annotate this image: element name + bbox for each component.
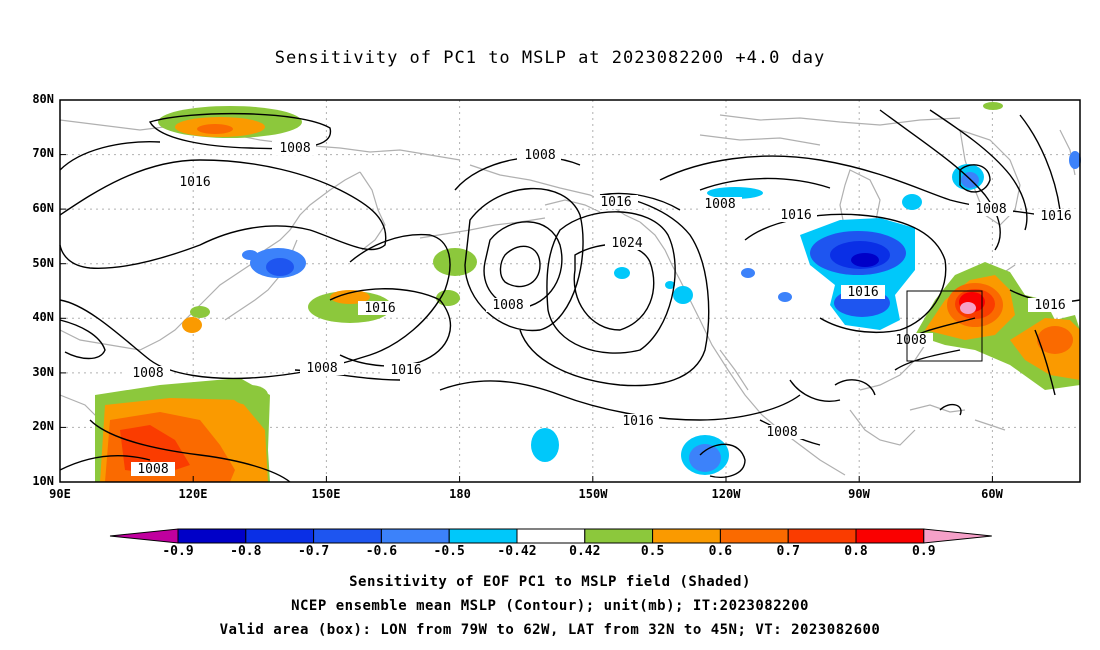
lat-label-40n: 40N [32,310,54,324]
lat-label-60n: 60N [32,201,54,215]
lat-label-50n: 50N [32,256,54,270]
contour-label: 1008 [492,298,523,313]
colorbar-tick-label: -0.5 [433,544,465,559]
contour-label: 1016 [364,301,395,316]
contour-label: 1016 [1034,298,1065,313]
colorbar-segment [652,528,721,544]
colorbar-tick-label: 0.9 [912,544,936,559]
colorbar-arrow-max [923,528,992,544]
contour-label: 1016 [780,208,811,223]
tick-marks [60,99,993,482]
colorbar-segment [448,528,518,544]
caption-valid-area: Valid area (box): LON from 79W to 62W, L… [219,622,881,638]
lon-label-150e: 150E [311,487,341,501]
colorbar-tick-label: 0.7 [776,544,800,559]
contour-label: 1016 [1040,209,1071,224]
colorbar-tick-label: 0.6 [708,544,733,559]
contour-label: 1008 [137,462,168,477]
lon-label-120e: 120E [178,487,208,501]
lon-label-90w: 90W [848,487,870,501]
caption-shading: Sensitivity of EOF PC1 to MSLP field (Sh… [349,574,751,590]
colorbar-segment [245,528,315,544]
colorbar-segment [855,528,925,544]
lon-label-60w: 60W [981,487,1003,501]
colorbar-tick-label: -0.42 [497,544,537,559]
lat-label-10n: 10N [32,474,54,488]
colorbar-tick-label: -0.8 [230,544,262,559]
contour-label: 1008 [279,141,310,156]
colorbar-segment [787,528,857,544]
contour-label: 1016 [847,285,878,300]
lat-label-80n: 80N [32,92,54,106]
map-title: Sensitivity of PC1 to MSLP at 2023082200… [274,48,826,68]
lon-label-90e: 90E [49,487,71,501]
contour-label: 1008 [132,366,163,381]
contour-label: 1016 [622,414,653,429]
contour-labels: 1008 1016 1016 1008 1008 1016 1024 1008 … [126,141,1078,477]
contour-label: 1008 [306,361,337,376]
colorbar-tick-label: 0.8 [844,544,868,559]
caption-contour: NCEP ensemble mean MSLP (Contour); unit(… [291,598,809,614]
contour-label: 1008 [704,197,735,212]
lat-label-20n: 20N [32,419,54,433]
colorbar-segment [313,528,382,544]
colorbar-segment [516,528,586,544]
lat-label-30n: 30N [32,365,54,379]
contour-label: 1008 [895,333,926,348]
lon-label-150w: 150W [578,487,608,501]
colorbar-segment [719,528,789,544]
contour-label: 1008 [766,425,797,440]
lat-label-70n: 70N [32,146,54,160]
colorbar-tick-label: -0.6 [365,544,398,559]
colorbar-segment [177,528,247,544]
contour-label: 1016 [179,175,210,190]
colorbar-tick-label: 0.42 [569,544,601,559]
lon-label-180: 180 [449,487,471,501]
colorbar [109,528,992,544]
lon-label-120w: 120W [711,487,741,501]
contour-label: 1008 [524,148,555,163]
colorbar-tick-label: -0.9 [162,544,194,559]
colorbar-tick-label: 0.5 [640,544,665,559]
colorbar-arrow-min [109,528,179,544]
contour-label: 1016 [600,195,631,210]
contour-label: 1016 [390,363,421,378]
contour-label: 1008 [975,202,1006,217]
valid-area-box [906,290,983,362]
contour-label: 1024 [611,236,642,251]
colorbar-tick-label: -0.7 [297,544,330,559]
colorbar-segment [380,528,450,544]
colorbar-segment [584,528,654,544]
